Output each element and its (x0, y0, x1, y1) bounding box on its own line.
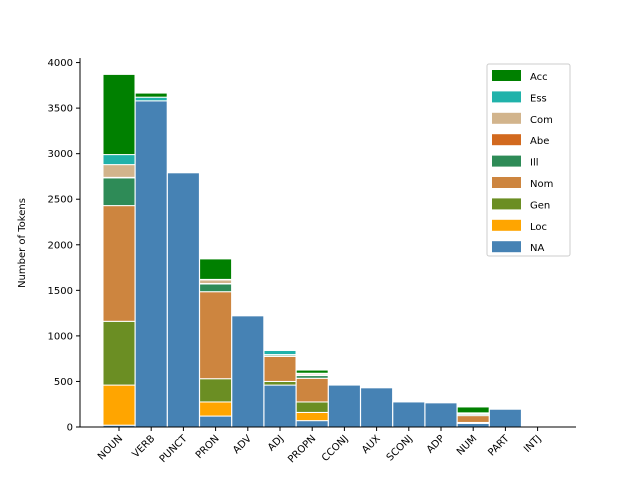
y-tick-label: 2000 (48, 240, 73, 251)
y-tick-label: 3000 (48, 149, 73, 160)
x-tick-label-adp: ADP (425, 433, 447, 455)
x-tick-label-cconj: CCONJ (320, 433, 351, 464)
legend-label-na: NA (530, 243, 544, 254)
legend: Acc Ess Com Abe Ill Nom Gen Loc NA (486, 63, 571, 257)
bar-part-na (488, 408, 522, 428)
bar-adj-nom (263, 355, 297, 382)
legend-label-ess: Ess (530, 93, 547, 104)
x-tick-label-verb: VERB (130, 433, 157, 460)
legend-swatch-ill (492, 155, 521, 167)
legend-label-com: Com (530, 115, 553, 126)
legend-swatch-na (492, 241, 521, 253)
x-tick-label-pron: PRON (194, 433, 222, 461)
y-tick-label: 500 (54, 377, 73, 388)
bar-propn-nom (295, 377, 329, 403)
legend-swatch-com (492, 112, 521, 124)
y-axis-title: Number of Tokens (17, 198, 28, 288)
bar-adj-na (263, 384, 297, 428)
x-tick-label-punct: PUNCT (158, 433, 190, 465)
x-tick-label-adj: ADJ (266, 433, 286, 453)
legend-swatch-abe (492, 134, 521, 146)
bar-propn-na (295, 420, 329, 428)
legend-swatch-nom (492, 177, 521, 188)
bar-pron-com (199, 279, 233, 285)
bar-propn-gen (295, 401, 329, 413)
bar-num-nom (456, 415, 490, 423)
x-tick-label-aux: AUX (360, 433, 383, 456)
bar-noun-acc (102, 73, 136, 156)
bars-layer (102, 73, 555, 428)
y-ticks: 0 500 1000 1500 2000 2500 3000 3500 4000 (48, 58, 80, 434)
bar-pron-ill (199, 283, 233, 293)
x-tick-label-num: NUM (455, 433, 479, 457)
x-tick-label-noun: NOUN (96, 433, 125, 462)
bar-num-acc (456, 406, 490, 414)
legend-swatch-gen (492, 198, 521, 210)
bar-adj-gen (263, 380, 297, 386)
legend-label-nom: Nom (530, 179, 553, 190)
bar-noun-ess (102, 154, 136, 166)
legend-label-acc: Acc (530, 72, 548, 83)
bar-pron-acc (199, 258, 233, 280)
y-tick-label: 4000 (48, 58, 73, 69)
y-tick-label: 0 (67, 423, 73, 434)
legend-label-loc: Loc (530, 222, 547, 233)
legend-swatch-acc (492, 70, 521, 81)
bar-verb-ess (134, 96, 168, 102)
legend-label-ill: Ill (530, 158, 539, 169)
bar-adj-acc (263, 349, 297, 352)
bar-adp-na (424, 402, 458, 428)
legend-label-abe: Abe (530, 136, 549, 147)
y-tick-label: 1000 (48, 331, 73, 342)
bar-noun-nom (102, 205, 136, 322)
x-tick-label-sconj: SCONJ (385, 433, 415, 463)
bar-pron-nom (199, 291, 233, 380)
legend-swatch-loc (492, 219, 521, 231)
y-tick-label: 1500 (48, 286, 73, 297)
x-tick-label-propn: PROPN (286, 433, 318, 465)
bar-noun-gen (102, 320, 136, 386)
x-tick-label-adv: ADV (231, 433, 254, 456)
bar-adv-na (231, 315, 265, 428)
legend-swatch-ess (492, 91, 521, 103)
axes-layer (79, 58, 576, 428)
bar-propn-acc (295, 369, 329, 374)
bar-cconj-na (327, 384, 361, 428)
bar-adj-ess (263, 349, 297, 356)
bar-pron-gen (199, 378, 233, 403)
y-tick-label: 2500 (48, 195, 73, 206)
bar-propn-loc (295, 411, 329, 422)
x-tick-label-intj: INTJ (522, 433, 544, 455)
bar-punct-na (166, 172, 200, 428)
bar-pron-na (199, 415, 233, 428)
bar-noun-ill (102, 177, 136, 207)
bar-num-na (456, 422, 490, 428)
bar-sconj-na (392, 401, 426, 428)
legend-label-gen: Gen (530, 200, 550, 211)
bar-aux-na (360, 387, 394, 428)
bar-noun-loc (102, 384, 136, 426)
x-ticks: NOUN VERB PUNCT PRON ADV ADJ PROPN CCONJ AUX SCON… (96, 427, 544, 465)
bar-verb-acc (134, 92, 168, 98)
y-tick-label: 3500 (48, 104, 73, 115)
bar-pron-loc (199, 401, 233, 417)
x-tick-label-part: PART (486, 433, 512, 459)
bar-noun-com (102, 164, 136, 178)
bar-verb-na (134, 100, 168, 428)
